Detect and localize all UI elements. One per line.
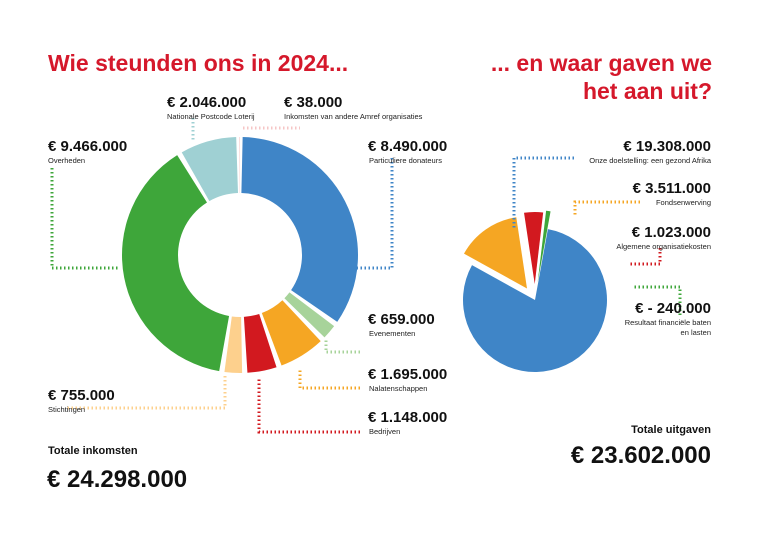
donut-slice-nationale-postcode-loterij (181, 137, 238, 202)
expense-total-label: Totale uitgaven (631, 424, 711, 436)
stichtingen-amount: € 755.000 (48, 387, 115, 404)
expense-title-line2: het aan uit? (582, 78, 712, 104)
postcode-loterij-amount: € 2.046.000 (167, 94, 247, 111)
overheden-amount: € 9.466.000 (48, 138, 128, 155)
income-title: Wie steunden ons in 2024... (48, 50, 349, 76)
leader-line-11 (632, 285, 682, 315)
leader-line-8 (512, 156, 574, 230)
amref-label: Inkomsten van andere Amref organisaties (284, 112, 423, 121)
fondsenwerving-label: Fondsenwerving (655, 198, 711, 207)
evenementen-label: Evenementen (369, 329, 416, 338)
financiele-baten-label: Resultaat financiële baten en lasten (624, 318, 711, 337)
amref-amount: € 38.000 (284, 94, 343, 111)
leader-line-9 (573, 200, 640, 215)
leader-line-5 (50, 168, 120, 270)
organisatiekosten-label: Algemene organisatiekosten (616, 242, 711, 251)
nalatenschappen-amount: € 1.695.000 (368, 366, 448, 383)
organisatiekosten-amount: € 1.023.000 (631, 224, 711, 241)
postcode-loterij-label: Nationale Postcode Loterij (167, 112, 255, 121)
leader-line-3 (257, 378, 360, 434)
income-total-value: € 24.298.000 (47, 466, 188, 493)
leader-line-10 (628, 248, 662, 266)
financiele-baten-amount: € - 240.000 (635, 300, 711, 317)
donut-slice-stichtingen (224, 316, 243, 373)
bedrijven-amount: € 1.148.000 (368, 409, 448, 426)
donut-slice-nalatenschappen (261, 300, 321, 366)
fondsenwerving-amount: € 3.511.000 (632, 180, 711, 197)
donut-slice-overheden (122, 155, 230, 372)
evenementen-amount: € 659.000 (368, 311, 435, 328)
particuliere-label: Particuliere donateurs (369, 156, 442, 165)
bedrijven-label: Bedrijven (369, 427, 401, 436)
leader-line-1 (324, 340, 360, 354)
income-total-label: Totale inkomsten (48, 445, 138, 457)
leader-line-4 (65, 376, 227, 410)
expense-title-line1: ... en waar gaven we (490, 50, 712, 76)
leader-line-0 (357, 158, 394, 270)
expense-pie-chart (462, 210, 607, 372)
pie-slice-algemene-organisatiekosten (524, 212, 544, 285)
expense-total-value: € 23.602.000 (570, 442, 711, 469)
particuliere-amount: € 8.490.000 (368, 138, 448, 155)
nalatenschappen-label: Nalatenschappen (369, 384, 428, 393)
leader-lines (50, 118, 682, 434)
donut-slice-bedrijven (243, 313, 277, 373)
donut-slice-inkomsten-van-andere-amref-organisaties (239, 137, 240, 194)
doelstelling-amount: € 19.308.000 (623, 138, 711, 155)
stichtingen-label: Stichtingen (48, 405, 86, 414)
donut-slice-evenementen (284, 292, 335, 338)
donut-slice-particuliere-donateurs (241, 137, 358, 322)
expense-title: ... en waar gaven we het aan uit? (491, 49, 712, 105)
pie-slice-fondsenwerving (464, 217, 528, 289)
doelstelling-label: Onze doelstelling: een gezond Afrika (589, 156, 711, 165)
pie-slice-onze-doelstelling-een-gezond-afrika (462, 229, 607, 372)
income-donut-chart (122, 137, 358, 373)
overheden-label: Overheden (48, 156, 86, 165)
leader-line-2 (298, 370, 360, 390)
pie-slice-resultaat-financi-le-baten-en-lasten (537, 210, 551, 283)
